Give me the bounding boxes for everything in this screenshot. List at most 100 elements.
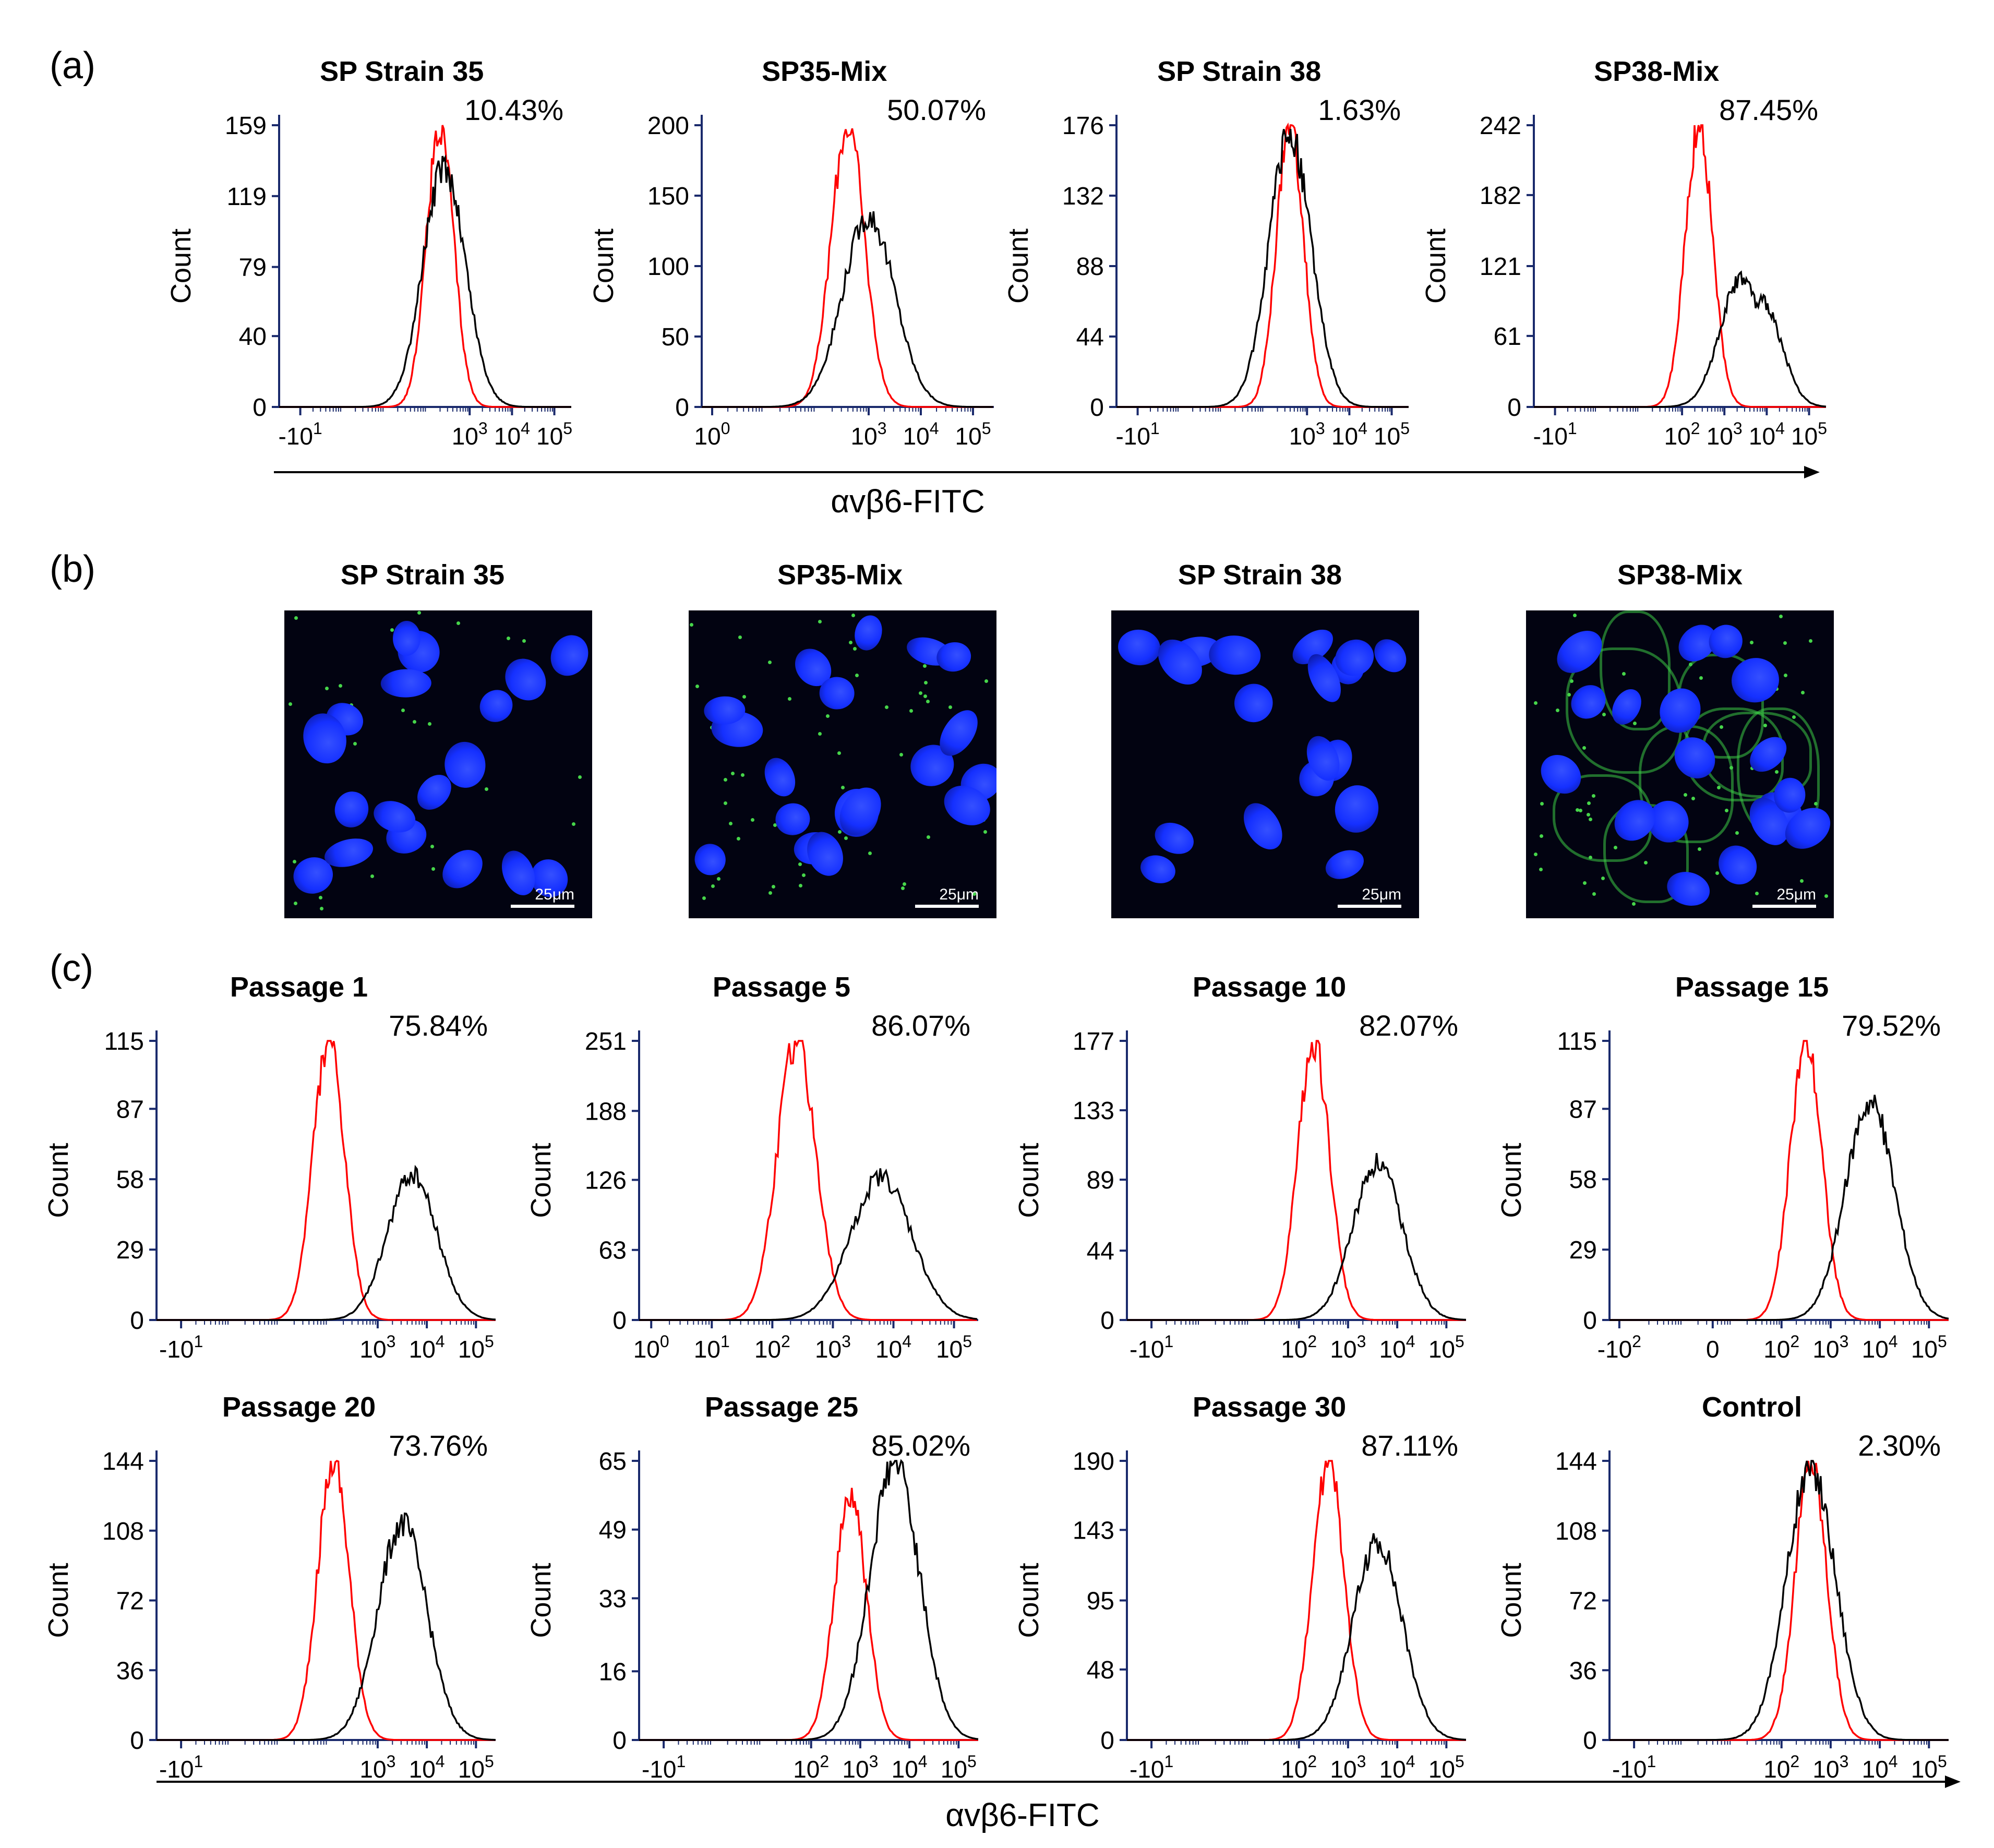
y-tick-label: 0 xyxy=(675,394,689,422)
x-tick-label: 105 xyxy=(1428,1332,1464,1363)
y-tick-label: 50 xyxy=(662,323,689,351)
percent-label: 73.76% xyxy=(389,1429,488,1462)
y-tick-label: 190 xyxy=(1073,1448,1114,1475)
x-tick-label: 105 xyxy=(1911,1332,1947,1363)
histogram-c7: Passage 30 87.11% Count 0 48 95 143 190 -101 102 1… xyxy=(1013,1391,1467,1783)
y-axis-label: Count xyxy=(1003,229,1034,304)
y-tick-label: 44 xyxy=(1087,1238,1114,1265)
x-tick-label: 100 xyxy=(633,1332,669,1363)
y-axis-label: Count xyxy=(525,1143,557,1218)
y-axis-label: Count xyxy=(1496,1143,1527,1218)
chart-title: SP38-Mix xyxy=(1594,56,1719,87)
isotype-histogram-line xyxy=(1609,1040,1949,1321)
x-tick-label: 105 xyxy=(1374,419,1410,450)
x-tick-label: 102 xyxy=(1763,1332,1799,1363)
y-tick-label: 0 xyxy=(1507,394,1521,422)
y-tick-label: 132 xyxy=(1062,183,1104,210)
y-axis-label: Count xyxy=(525,1563,557,1638)
percent-label: 86.07% xyxy=(871,1009,970,1042)
y-tick-label: 200 xyxy=(647,112,689,140)
isotype-histogram-line xyxy=(157,1460,496,1741)
x-tick-label: 101 xyxy=(694,1332,730,1363)
y-tick-label: 0 xyxy=(1100,1727,1114,1755)
chart-title: SP Strain 35 xyxy=(320,56,484,87)
y-tick-label: 115 xyxy=(1557,1028,1597,1055)
percent-label: 82.07% xyxy=(1359,1009,1458,1042)
y-tick-label: 88 xyxy=(1076,253,1104,281)
x-tick-label: 103 xyxy=(1707,419,1743,450)
x-tick-label: 104 xyxy=(903,419,939,450)
x-tick-label: 105 xyxy=(941,1752,977,1783)
percent-label: 87.11% xyxy=(1361,1429,1458,1462)
histogram-c5: Passage 20 73.76% Count 0 36 72 108 144 -101 103 1… xyxy=(43,1391,496,1783)
y-axis-label: Count xyxy=(43,1563,74,1638)
x-axis-arrowhead-c xyxy=(1945,1775,1961,1788)
isotype-histogram-line xyxy=(639,1040,977,1321)
histogram-c1: Passage 1 75.84% Count 0 29 58 87 115 -101 103 104… xyxy=(43,971,496,1363)
x-tick-label: 102 xyxy=(1281,1332,1317,1363)
histogram-c2: Passage 5 86.07% Count 0 63 126 188 251 100 101 10… xyxy=(525,971,978,1363)
y-tick-label: 33 xyxy=(599,1585,627,1613)
micrograph-title: SP Strain 35 xyxy=(341,559,504,591)
x-tick-label: -102 xyxy=(1597,1332,1641,1363)
y-tick-label: 48 xyxy=(1087,1657,1114,1684)
x-tick-label: 102 xyxy=(1281,1752,1317,1783)
x-axis-arrowhead-a xyxy=(1804,466,1820,478)
y-tick-label: 144 xyxy=(1555,1448,1597,1475)
x-tick-label: 102 xyxy=(793,1752,829,1783)
x-tick-label: 103 xyxy=(452,419,488,450)
x-tick-label: 102 xyxy=(754,1332,790,1363)
panel-letter-c: (c) xyxy=(50,947,93,989)
y-tick-label: 143 xyxy=(1073,1517,1114,1544)
x-tick-label: 103 xyxy=(851,419,887,450)
y-tick-label: 119 xyxy=(226,183,267,211)
x-tick-label: 104 xyxy=(1749,419,1785,450)
histogram-c6: Passage 25 85.02% Count 0 16 33 49 65 -101 102 103… xyxy=(525,1391,979,1783)
percent-label: 75.84% xyxy=(389,1009,488,1042)
percent-label: 85.02% xyxy=(871,1429,970,1462)
y-axis-label: Count xyxy=(165,229,197,304)
y-tick-label: 65 xyxy=(599,1448,627,1475)
y-tick-label: 144 xyxy=(102,1448,144,1475)
isotype-histogram-line xyxy=(1127,1460,1466,1741)
y-tick-label: 58 xyxy=(1569,1166,1597,1194)
y-tick-label: 176 xyxy=(1062,112,1104,140)
x-tick-label: 103 xyxy=(359,1752,395,1783)
x-tick-label: 104 xyxy=(1379,1332,1415,1363)
x-tick-label: 0 xyxy=(1706,1336,1720,1363)
y-tick-label: 0 xyxy=(1090,394,1104,422)
chart-title: Control xyxy=(1702,1391,1802,1423)
percent-label: 10.43% xyxy=(464,93,563,126)
histogram-a1: SP Strain 35 10.43% Count 0 40 79 119 159 -101 10… xyxy=(165,56,572,450)
sample-histogram-line xyxy=(279,154,571,408)
y-tick-label: 0 xyxy=(1100,1307,1114,1335)
micrograph-title: SP35-Mix xyxy=(777,559,903,591)
isotype-histogram-line xyxy=(1116,122,1409,408)
x-tick-label: 102 xyxy=(1763,1752,1799,1783)
sample-histogram-line xyxy=(1116,128,1409,408)
sample-histogram-line xyxy=(1609,1095,1949,1321)
x-tick-label: 104 xyxy=(494,419,530,450)
histogram-c8: Control 2.30% Count 0 36 72 108 144 -101 102 103 10… xyxy=(1496,1391,1949,1783)
x-tick-label: 104 xyxy=(875,1332,911,1363)
y-tick-label: 188 xyxy=(585,1098,627,1125)
micrograph-title: SP38-Mix xyxy=(1617,559,1743,591)
histogram-a3: SP Strain 38 1.63% Count 0 44 88 132 176 -101 103… xyxy=(1003,56,1410,450)
y-tick-label: 36 xyxy=(1569,1657,1597,1685)
y-tick-label: 242 xyxy=(1480,112,1521,140)
y-tick-label: 159 xyxy=(225,112,267,140)
x-tick-label: 105 xyxy=(1791,419,1827,450)
panel-letter-b: (b) xyxy=(50,548,95,590)
x-tick-label: 102 xyxy=(1664,419,1700,450)
percent-label: 2.30% xyxy=(1858,1429,1941,1462)
y-tick-label: 49 xyxy=(599,1517,627,1544)
x-tick-label: 104 xyxy=(892,1752,928,1783)
x-tick-label: 105 xyxy=(1911,1752,1947,1783)
x-tick-label: 104 xyxy=(1331,419,1367,450)
isotype-histogram-line xyxy=(639,1487,978,1741)
x-tick-label: -101 xyxy=(1533,419,1577,450)
chart-title: Passage 5 xyxy=(713,971,850,1003)
